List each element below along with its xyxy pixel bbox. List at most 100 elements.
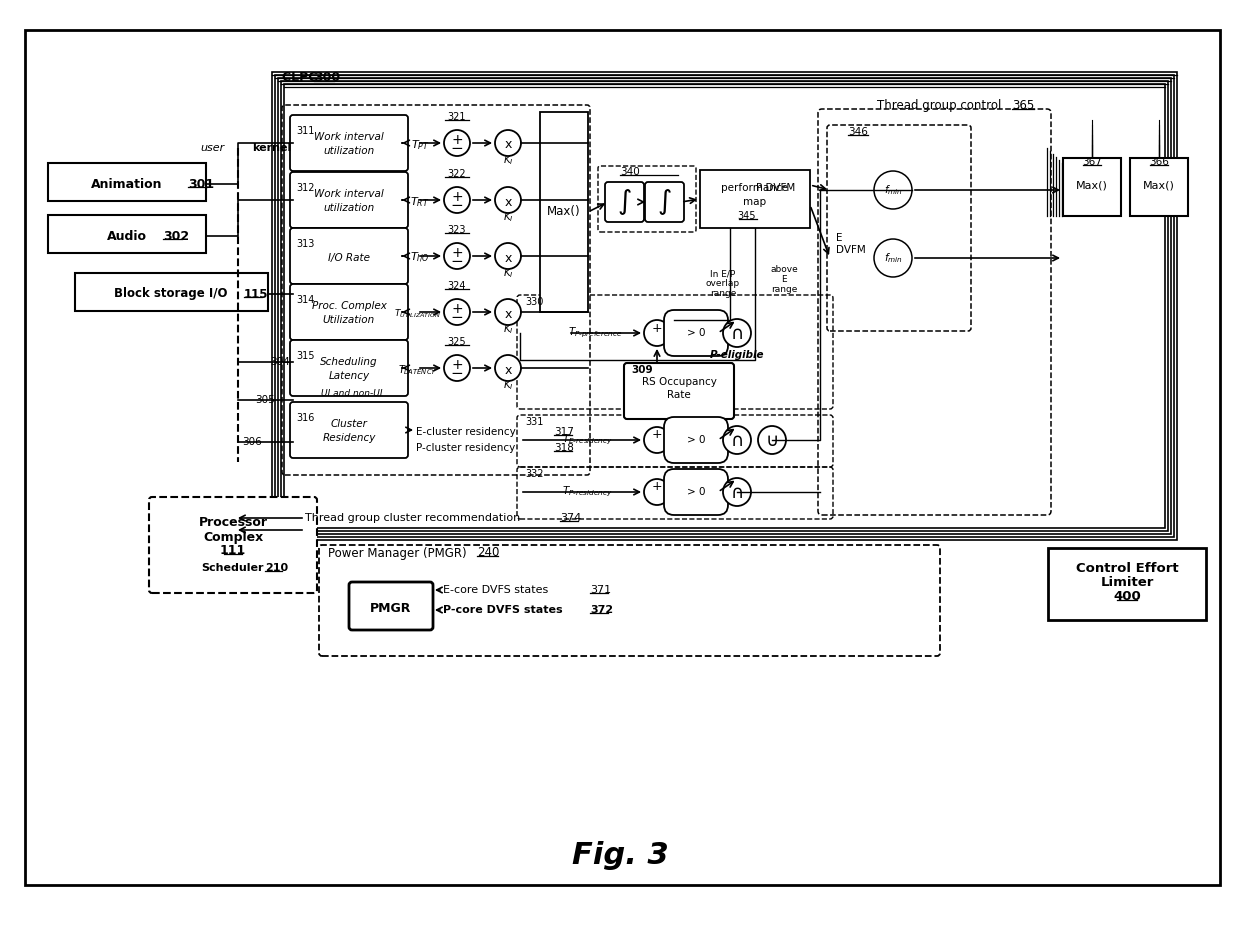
Text: 374: 374 — [560, 513, 582, 523]
Text: 367: 367 — [1083, 157, 1102, 167]
Text: E-core DVFS states: E-core DVFS states — [443, 585, 548, 595]
Bar — [284, 84, 1166, 528]
Text: DVFM: DVFM — [836, 245, 866, 255]
Text: $K_I$: $K_I$ — [502, 379, 513, 392]
Text: 302: 302 — [162, 230, 190, 243]
Text: 314: 314 — [296, 295, 315, 305]
Text: Limiter: Limiter — [1100, 577, 1153, 590]
Text: Work interval: Work interval — [314, 189, 384, 199]
Text: Rate: Rate — [667, 390, 691, 400]
Text: utilization: utilization — [324, 203, 374, 213]
Text: $T_{PT}$: $T_{PT}$ — [410, 138, 429, 152]
Circle shape — [495, 130, 521, 156]
Text: 371: 371 — [590, 585, 611, 595]
Text: 322: 322 — [448, 169, 466, 179]
Text: ∩: ∩ — [730, 484, 744, 502]
Text: Thread group control: Thread group control — [877, 100, 1002, 113]
Text: Scheduling: Scheduling — [320, 357, 378, 367]
Text: performance: performance — [722, 183, 789, 193]
FancyBboxPatch shape — [645, 182, 684, 222]
Text: 331: 331 — [525, 417, 543, 427]
Text: E: E — [836, 233, 842, 243]
Text: range: range — [709, 289, 737, 299]
Text: 304: 304 — [270, 357, 290, 367]
FancyBboxPatch shape — [663, 469, 728, 515]
Circle shape — [444, 299, 470, 325]
Circle shape — [495, 243, 521, 269]
Text: 300: 300 — [314, 72, 340, 85]
Text: $f_{min}$: $f_{min}$ — [884, 183, 903, 197]
Text: $K_I$: $K_I$ — [502, 153, 513, 166]
Text: Max(): Max() — [1076, 181, 1107, 191]
Text: E: E — [781, 275, 787, 285]
Text: $T_{LATENCY}$: $T_{LATENCY}$ — [398, 363, 438, 377]
Bar — [1063, 158, 1121, 216]
Text: 312: 312 — [296, 183, 315, 193]
Text: E-cluster residency: E-cluster residency — [415, 427, 516, 437]
Bar — [1048, 548, 1207, 620]
Text: Scheduler: Scheduler — [202, 563, 264, 573]
Text: P-core DVFS states: P-core DVFS states — [443, 605, 563, 615]
Text: > 0: > 0 — [687, 487, 706, 497]
Text: $K_I$: $K_I$ — [502, 210, 513, 224]
Text: Work interval: Work interval — [314, 132, 384, 142]
Text: user: user — [201, 143, 224, 153]
FancyBboxPatch shape — [290, 172, 408, 228]
FancyBboxPatch shape — [290, 115, 408, 171]
Text: $T_{RT}$: $T_{RT}$ — [410, 195, 430, 209]
Text: +: + — [652, 322, 662, 335]
Circle shape — [723, 426, 751, 454]
Text: $T_{P\text{-}preference}$: $T_{P\text{-}preference}$ — [568, 326, 622, 340]
Text: Latency: Latency — [329, 371, 370, 381]
Text: +: + — [652, 481, 662, 494]
Text: 321: 321 — [448, 112, 466, 122]
Circle shape — [644, 479, 670, 505]
Text: 305: 305 — [255, 395, 275, 405]
Circle shape — [444, 130, 470, 156]
Bar — [1130, 158, 1188, 216]
Text: > 0: > 0 — [687, 328, 706, 338]
Bar — [539, 112, 588, 312]
Text: 240: 240 — [477, 547, 500, 560]
Text: 309: 309 — [631, 365, 652, 375]
Text: 400: 400 — [1114, 591, 1141, 604]
Text: $T_{I/O}$: $T_{I/O}$ — [410, 251, 430, 265]
Text: 346: 346 — [848, 127, 868, 137]
Text: 210: 210 — [265, 563, 288, 573]
Text: RS Occupancy: RS Occupancy — [641, 377, 717, 387]
Text: 330: 330 — [525, 297, 543, 307]
Bar — [281, 81, 1168, 531]
Text: $T_{E\text{-}residency}$: $T_{E\text{-}residency}$ — [562, 432, 613, 447]
Text: 316: 316 — [296, 413, 315, 423]
FancyBboxPatch shape — [663, 310, 728, 356]
Text: Proc. Complex: Proc. Complex — [311, 301, 387, 311]
Text: I/O Rate: I/O Rate — [329, 253, 370, 263]
Text: $T_{P\text{-}residency}$: $T_{P\text{-}residency}$ — [562, 485, 613, 499]
Bar — [701, 170, 810, 228]
Text: −: − — [450, 141, 464, 156]
Text: Thread group cluster recommendation: Thread group cluster recommendation — [305, 513, 521, 523]
Bar — [275, 75, 1174, 537]
Text: 111: 111 — [219, 544, 246, 557]
FancyBboxPatch shape — [605, 182, 644, 222]
Text: x: x — [505, 308, 512, 321]
Text: 365: 365 — [1012, 100, 1034, 113]
Text: P-eligible: P-eligible — [709, 350, 764, 360]
Text: P DVFM: P DVFM — [756, 183, 795, 193]
Text: P-cluster residency: P-cluster residency — [415, 443, 516, 453]
Text: x: x — [505, 195, 512, 208]
Text: $\int$: $\int$ — [657, 187, 671, 217]
Circle shape — [444, 355, 470, 381]
Text: 318: 318 — [554, 443, 574, 453]
Circle shape — [874, 239, 911, 277]
Text: Utilization: Utilization — [322, 315, 376, 325]
Text: Animation: Animation — [92, 178, 162, 191]
Text: −: − — [450, 255, 464, 270]
Text: 372: 372 — [590, 605, 613, 615]
Text: 340: 340 — [620, 167, 640, 177]
Text: Max(): Max() — [1143, 181, 1176, 191]
Text: 306: 306 — [242, 437, 262, 447]
Text: Max(): Max() — [547, 206, 580, 219]
Circle shape — [723, 319, 751, 347]
Text: Block storage I/O: Block storage I/O — [114, 287, 228, 300]
